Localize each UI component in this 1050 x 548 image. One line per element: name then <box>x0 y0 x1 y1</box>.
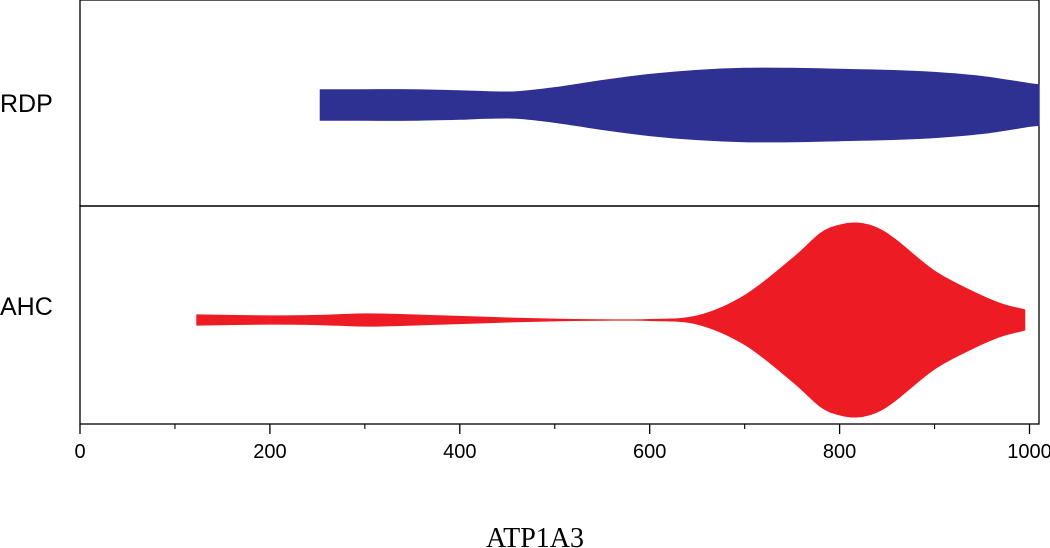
violin-rdp <box>319 67 1040 143</box>
x-axis: 0 200 400 600 800 1000 <box>74 424 1050 463</box>
panel-ahc-frame <box>79 205 1040 425</box>
panel-ahc: AHC <box>0 205 1040 425</box>
x-tick-label-0: 0 <box>74 441 85 463</box>
violin-ahc <box>196 222 1026 418</box>
row-label-rdp: RDP <box>0 90 53 118</box>
x-tick-label-200: 200 <box>253 441 286 463</box>
x-tick-label-400: 400 <box>443 441 476 463</box>
x-tick-label-1000: 1000 <box>1007 441 1050 463</box>
row-label-ahc: AHC <box>0 293 53 321</box>
x-tick-label-800: 800 <box>823 441 856 463</box>
x-tick-label-600: 600 <box>633 441 666 463</box>
x-axis-title: ATP1A3 <box>486 523 584 548</box>
panel-rdp: RDP <box>0 0 1040 207</box>
